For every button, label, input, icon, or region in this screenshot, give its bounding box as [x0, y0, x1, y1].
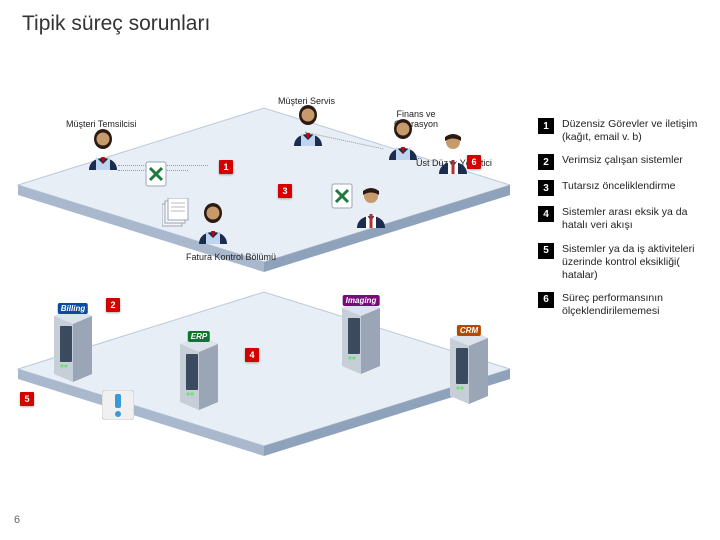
problem-row: 2 Verimsiz çalışan sistemler: [538, 154, 714, 170]
problem-text: Sistemler ya da iş aktiviteleri üzerinde…: [562, 243, 714, 282]
problem-text: Sistemler arası eksik ya da hatalı veri …: [562, 206, 714, 232]
actor-customer-rep: [86, 128, 120, 170]
slide-title: Tipik süreç sorunları: [22, 12, 210, 36]
problem-num: 3: [538, 180, 554, 196]
excel-icon: [330, 182, 354, 210]
diagram-marker-4: 4: [245, 348, 259, 362]
diagram-marker-3: 3: [278, 184, 292, 198]
server-imaging: Imaging: [342, 296, 380, 374]
problem-text: Süreç performansının ölçeklendirilememes…: [562, 292, 714, 318]
server-crm: CRM: [450, 326, 488, 404]
role-billing-control: Fatura Kontrol Bölümü: [186, 252, 276, 262]
problem-text: Tutarsız önceliklendirme: [562, 180, 675, 193]
paper-stack-icon: [162, 198, 190, 228]
problem-num: 6: [538, 292, 554, 308]
problem-text: Verimsiz çalışan sistemler: [562, 154, 683, 167]
page-number: 6: [14, 514, 20, 526]
actor-billing-a: [196, 202, 230, 244]
actor-billing-b: [354, 186, 388, 228]
diagram-marker-6: 6: [467, 155, 481, 169]
problem-row: 1 Düzensiz Görevler ve iletişim (kağıt, e…: [538, 118, 714, 144]
excel-icon: [144, 160, 168, 188]
actor-finance-ops: [386, 118, 420, 160]
problem-num: 4: [538, 206, 554, 222]
server-erp: ERP: [180, 332, 218, 410]
diagram-marker-5: 5: [20, 392, 34, 406]
problem-num: 5: [538, 243, 554, 259]
problem-num: 1: [538, 118, 554, 134]
server-billing: Billing: [54, 304, 92, 382]
problem-row: 5 Sistemler ya da iş aktiviteleri üzerind…: [538, 243, 714, 282]
problem-list: 1 Düzensiz Görevler ve iletişim (kağıt, e…: [538, 118, 714, 328]
exclamation-icon: [102, 390, 134, 420]
problem-row: 3 Tutarsız önceliklendirme: [538, 180, 714, 196]
actor-senior-manager: [436, 132, 470, 174]
diagram-marker-1: 1: [219, 160, 233, 174]
problem-row: 6 Süreç performansının ölçeklendirilememe…: [538, 292, 714, 318]
actor-customer-service: [291, 104, 325, 146]
diagram-marker-2: 2: [106, 298, 120, 312]
problem-num: 2: [538, 154, 554, 170]
problem-row: 4 Sistemler arası eksik ya da hatalı veri…: [538, 206, 714, 232]
problem-text: Düzensiz Görevler ve iletişim (kağıt, em…: [562, 118, 714, 144]
